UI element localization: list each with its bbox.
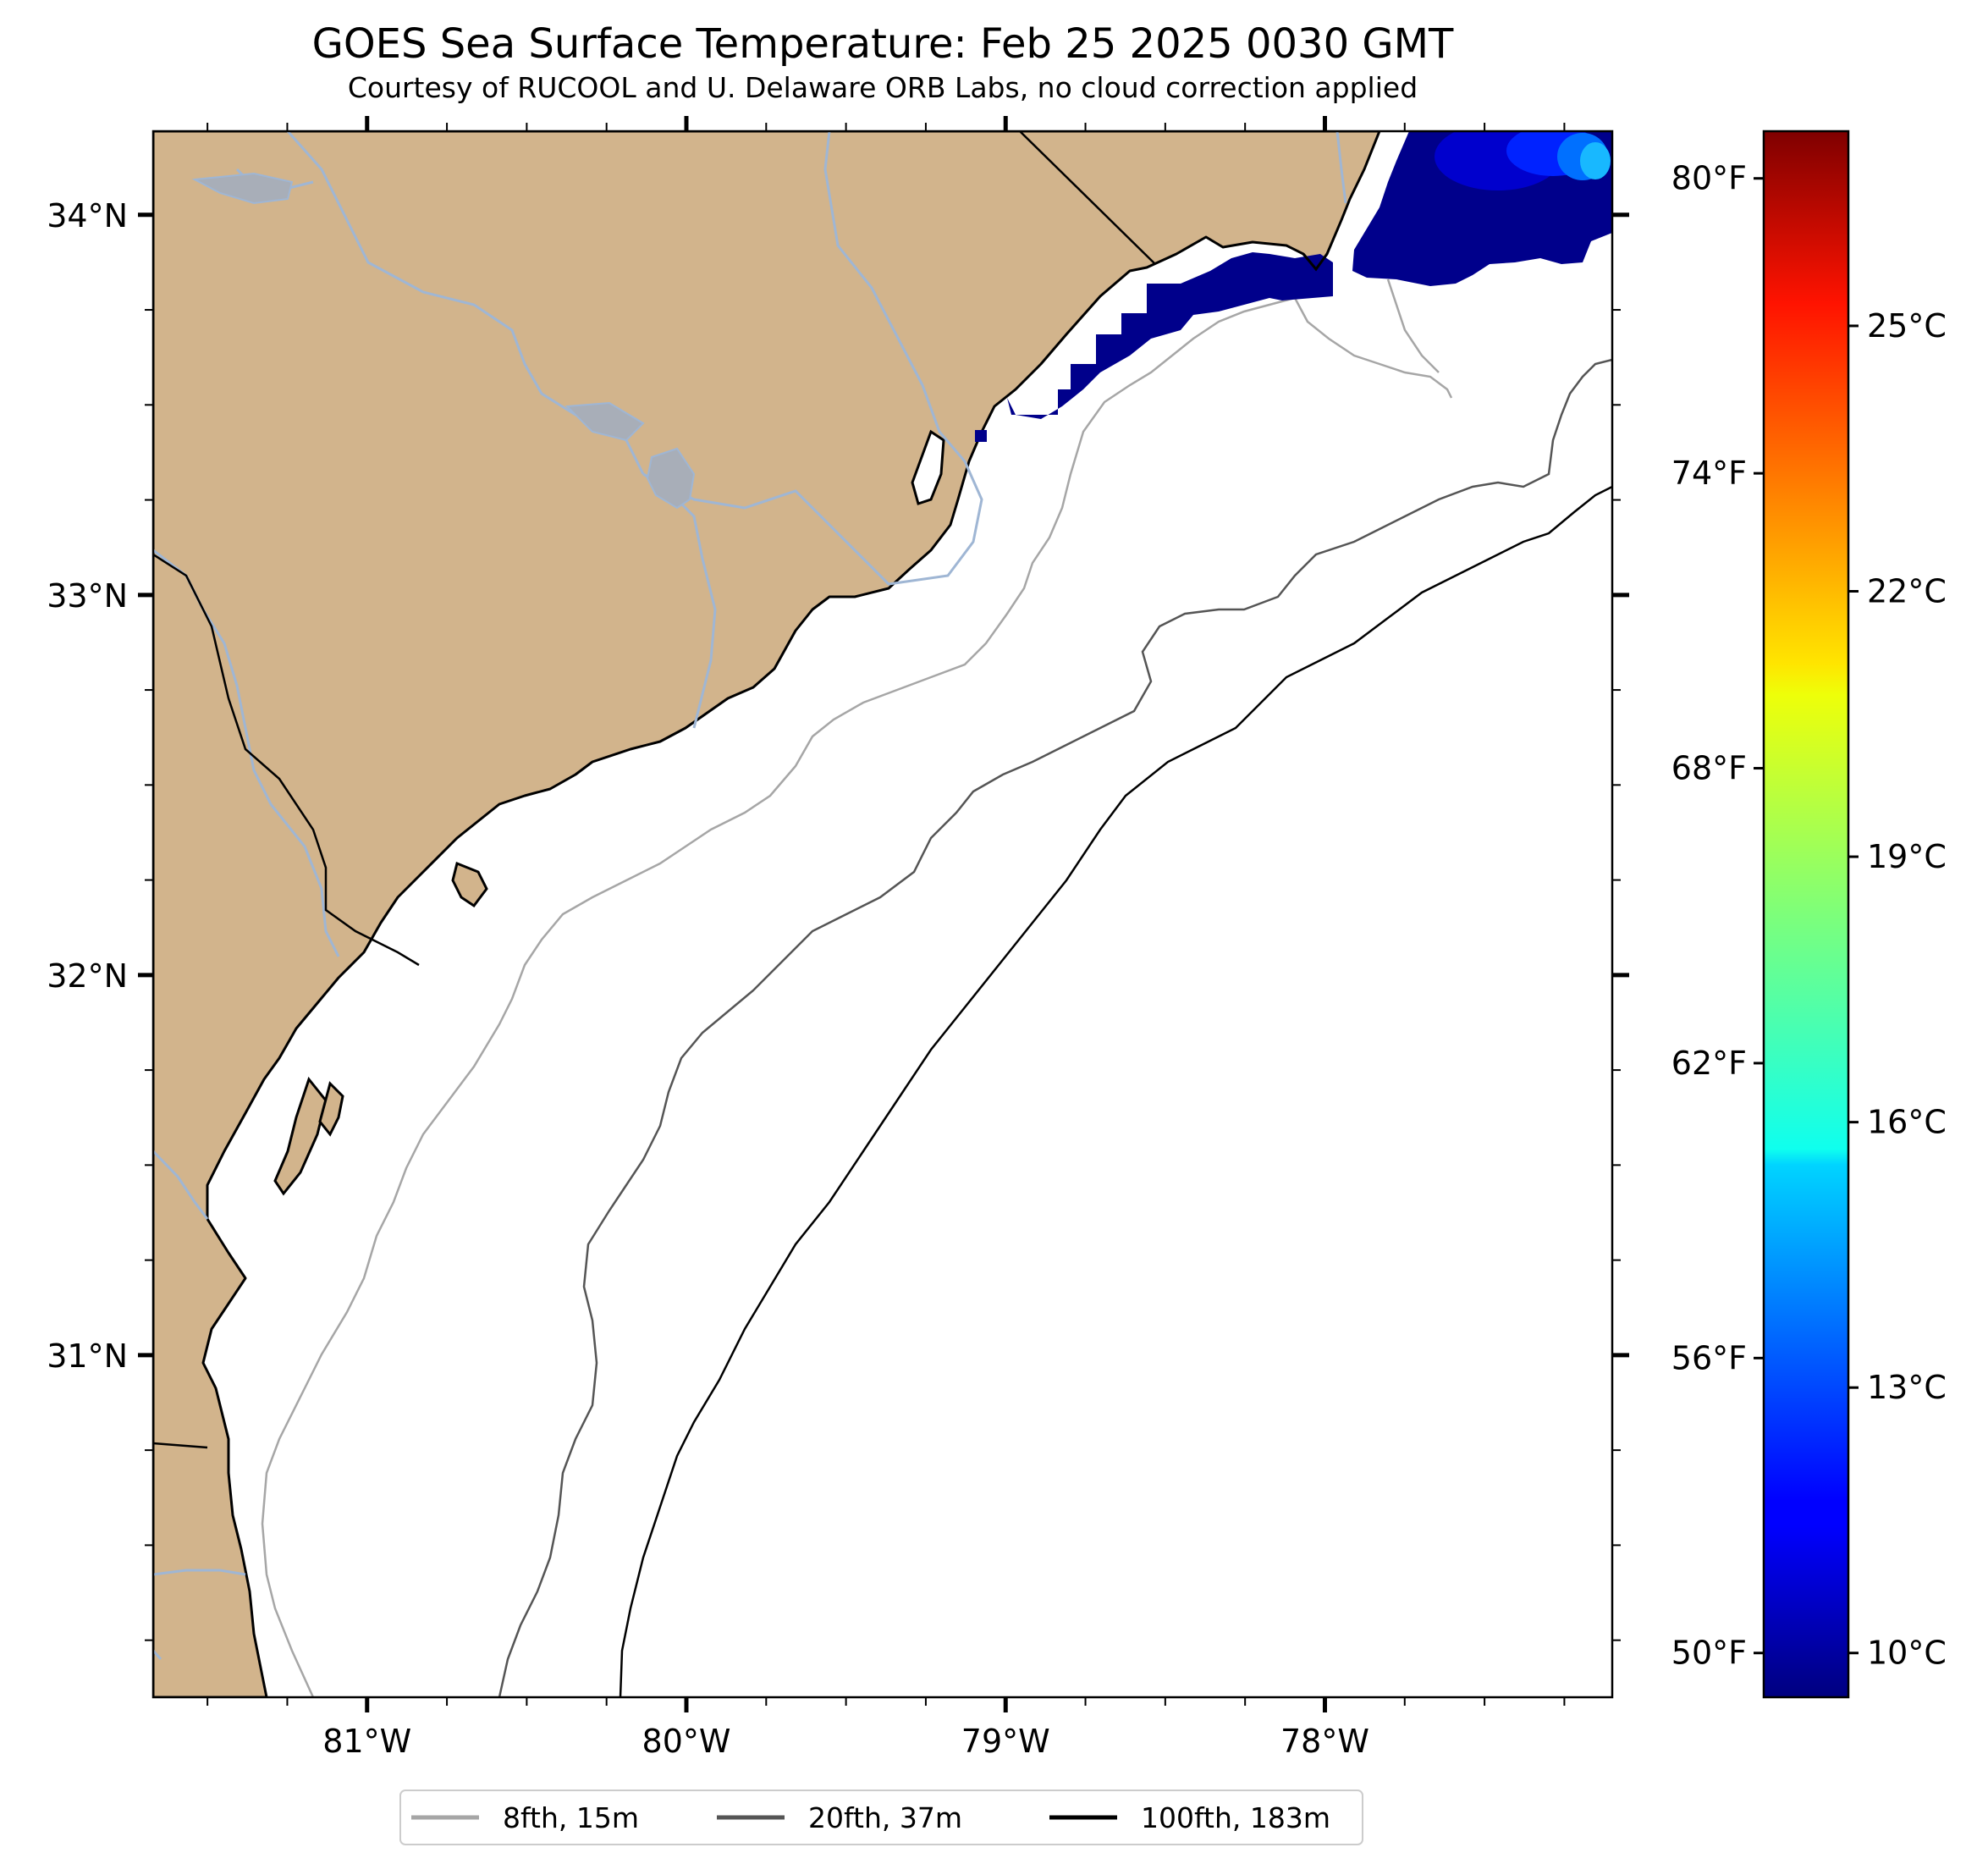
colorbar-gradient xyxy=(1762,130,1850,1699)
sst-patch-nearshore xyxy=(1007,252,1333,419)
island xyxy=(318,1081,344,1137)
minor-ticks xyxy=(145,123,1621,1706)
celsius-label: 10°C xyxy=(1867,1635,1947,1672)
state-borders xyxy=(153,131,1156,1449)
sst-pixels xyxy=(975,131,1612,442)
celsius-label: 19°C xyxy=(1867,838,1947,875)
celsius-label: 25°C xyxy=(1867,307,1947,345)
map-panel xyxy=(153,131,1612,1697)
coastline-detail xyxy=(1302,253,1329,272)
isobath-20fth xyxy=(498,358,1612,1697)
lon-tick-label: 80°W xyxy=(642,1723,731,1760)
fahrenheit-label: 50°F xyxy=(1671,1635,1747,1672)
lon-tick-label: 78°W xyxy=(1280,1723,1369,1760)
celsius-label: 13°C xyxy=(1867,1369,1947,1406)
latitude-axis: 34°N 33°N 32°N 31°N xyxy=(47,197,1629,1375)
legend-label: 100fth, 183m xyxy=(1141,1801,1330,1834)
legend-label: 20fth, 37m xyxy=(808,1801,962,1834)
map-frame xyxy=(151,130,1614,1699)
fahrenheit-label: 56°F xyxy=(1671,1339,1747,1376)
legend-frame xyxy=(399,1790,1363,1845)
fahrenheit-label: 74°F xyxy=(1671,455,1747,492)
fahrenheit-label: 80°F xyxy=(1671,160,1747,197)
land-mass xyxy=(153,131,1381,1697)
lat-tick-label: 34°N xyxy=(47,197,128,234)
figure-subtitle: Courtesy of RUCOOL and U. Delaware ORB L… xyxy=(348,71,1418,104)
colorbar: 80°F 74°F 68°F 62°F 56°F 50°F 25°C 22°C 19°C 16°… xyxy=(1671,130,1947,1699)
isobath-8fth xyxy=(261,296,1296,1697)
fahrenheit-label: 68°F xyxy=(1671,750,1747,787)
lat-tick-label: 32°N xyxy=(47,957,128,995)
island xyxy=(911,429,945,505)
lon-tick-label: 81°W xyxy=(322,1723,411,1760)
figure-title: GOES Sea Surface Temperature: Feb 25 202… xyxy=(312,20,1454,68)
sst-pixel xyxy=(975,430,987,442)
bathymetry-legend: 8fth, 15m 20fth, 37m 100fth, 183m xyxy=(399,1790,1363,1845)
colorbar-fahrenheit-scale: 80°F 74°F 68°F 62°F 56°F 50°F xyxy=(1671,160,1764,1672)
colorbar-celsius-scale: 25°C 22°C 19°C 16°C 13°C 10°C xyxy=(1848,307,1947,1672)
lat-tick-label: 33°N xyxy=(47,577,128,615)
island xyxy=(451,861,488,908)
isobath-8fth-sound xyxy=(1293,278,1453,399)
lakes xyxy=(191,172,696,510)
sst-patch-warmest xyxy=(1580,142,1611,179)
lon-tick-label: 79°W xyxy=(961,1723,1050,1760)
longitude-axis: 81°W 80°W 79°W 78°W xyxy=(322,116,1369,1760)
isobath-100fth xyxy=(619,485,1612,1697)
celsius-label: 16°C xyxy=(1867,1104,1947,1141)
lat-tick-label: 31°N xyxy=(47,1337,128,1375)
legend-label: 8fth, 15m xyxy=(503,1801,639,1834)
celsius-label: 22°C xyxy=(1867,573,1947,610)
fahrenheit-label: 62°F xyxy=(1671,1045,1747,1082)
